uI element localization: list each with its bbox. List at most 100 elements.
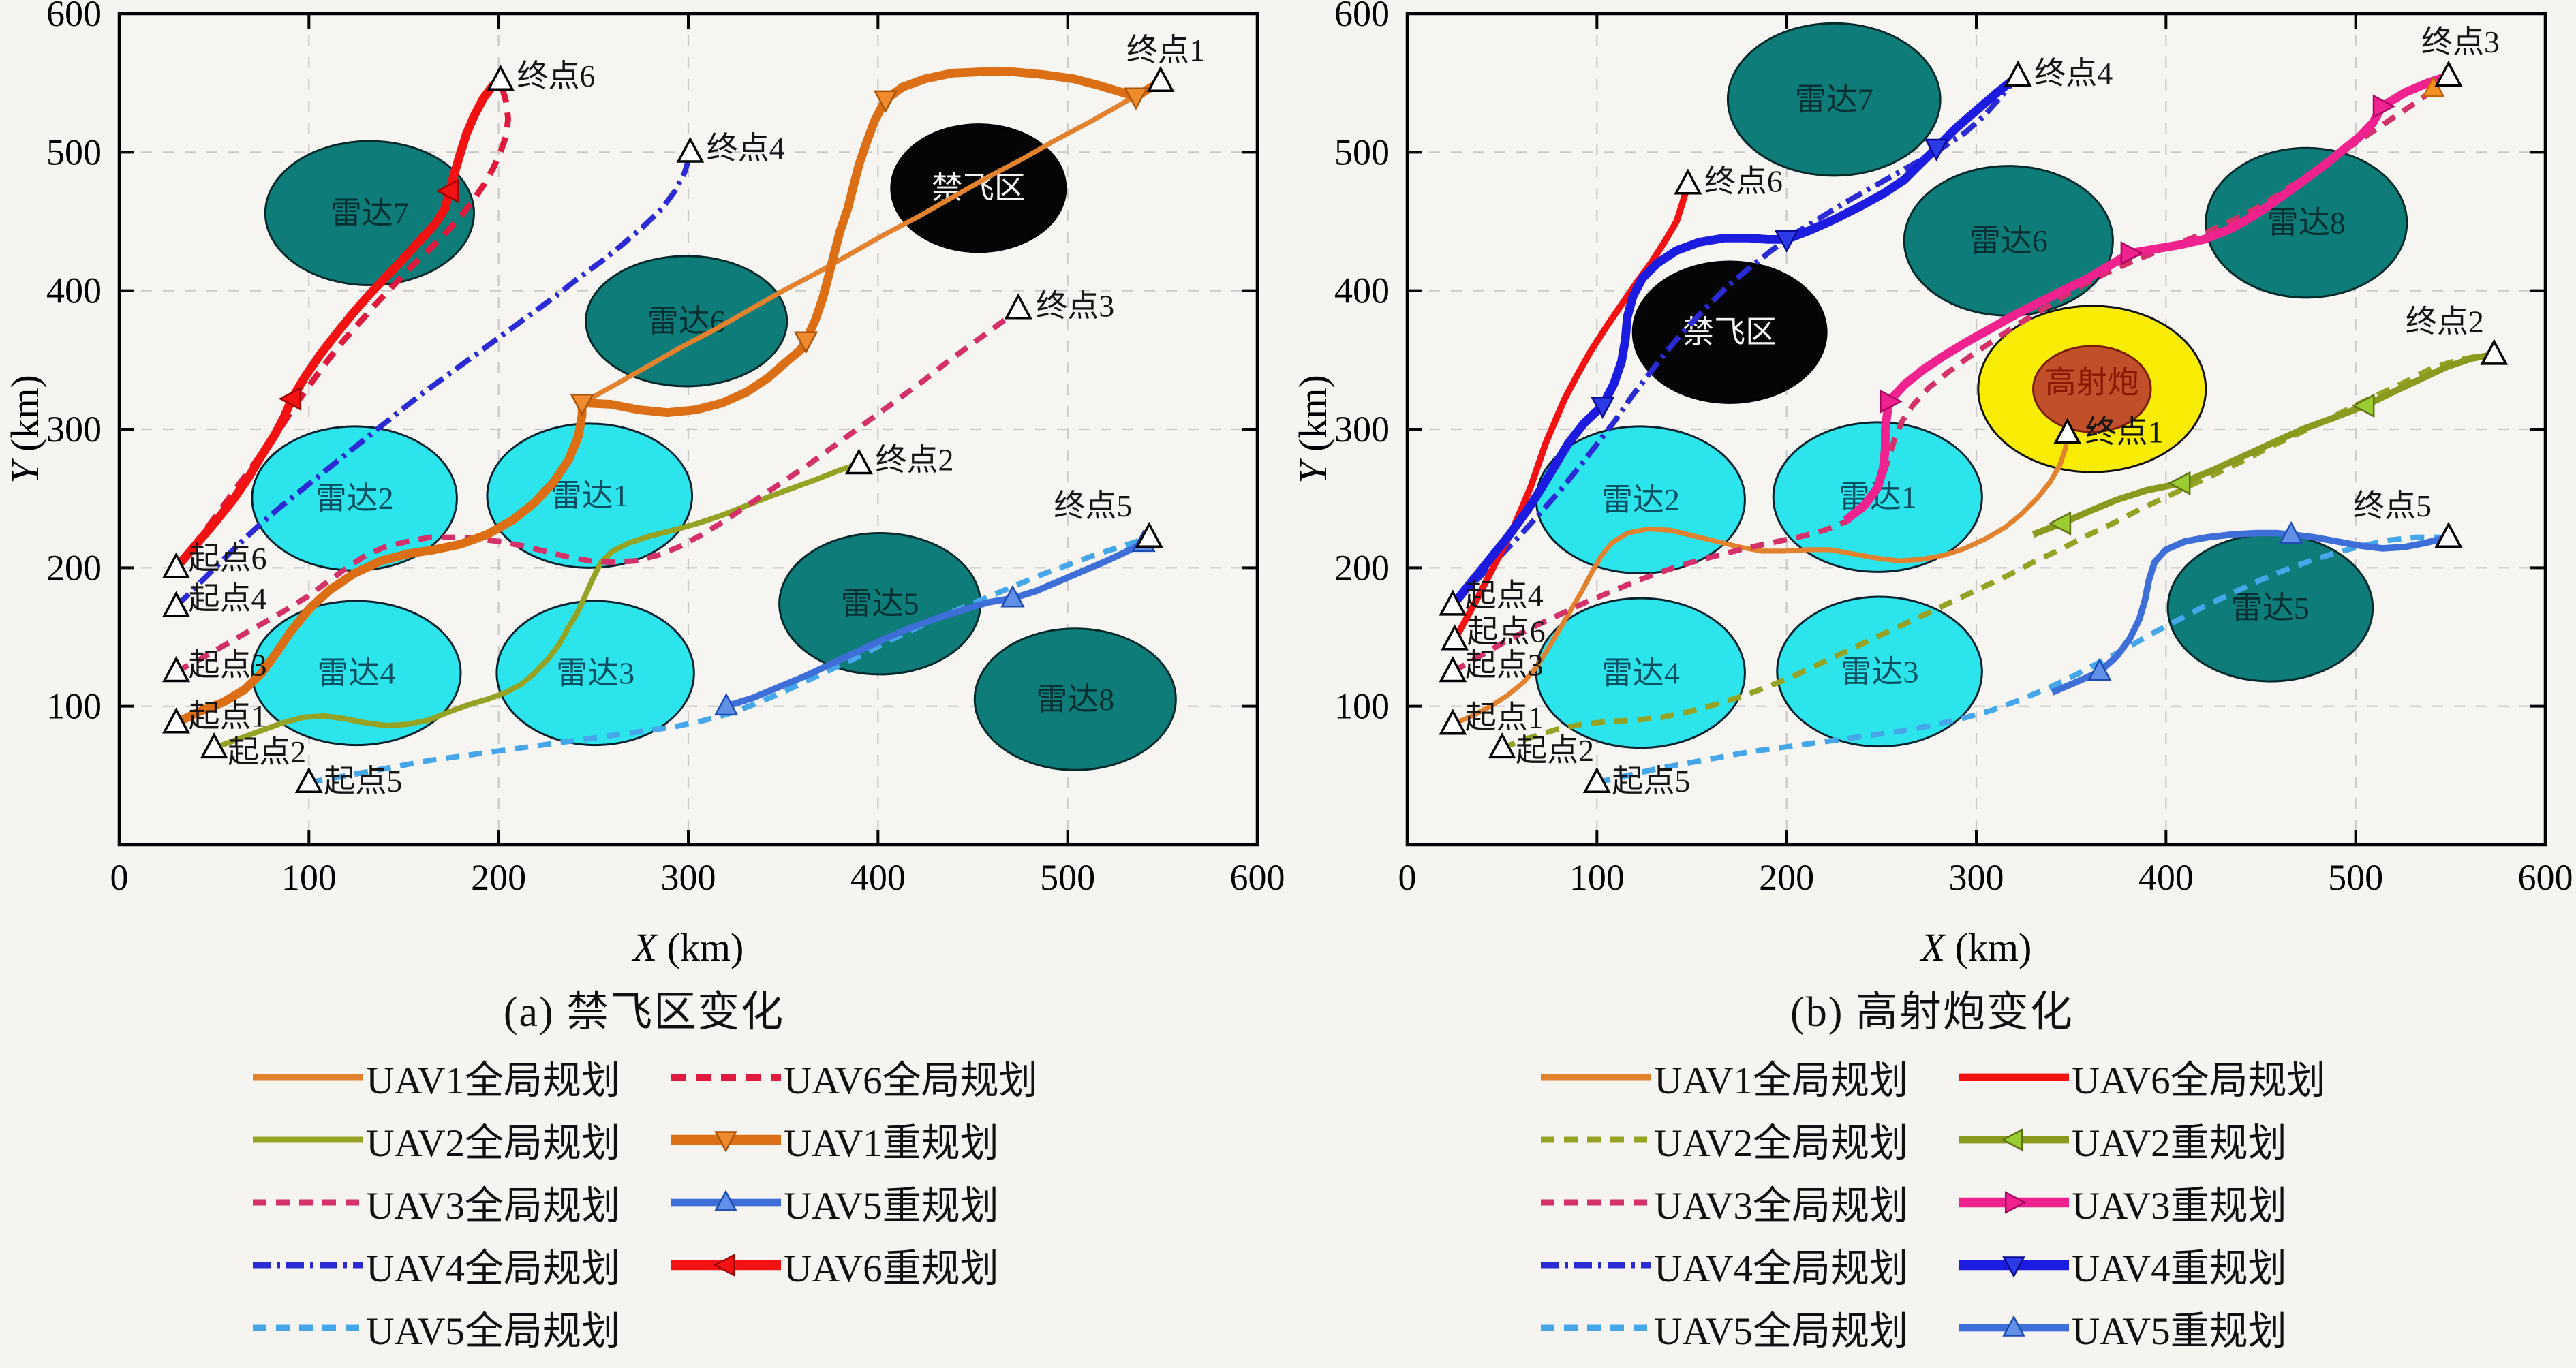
legend-swatch: [253, 1199, 364, 1206]
legend-label: UAV3全局规划: [1654, 1185, 1908, 1228]
tick-label-x: 500: [1040, 857, 1095, 898]
zone-label: 禁飞区: [1683, 315, 1777, 349]
series-UAV6重规划: [172, 76, 504, 571]
marker-UAV2重规划: [2351, 393, 2375, 418]
legend-col1: UAV1全局规划 UAV2全局规划 UAV3全局规划 UAV4全局规划 UAV5全局规划: [1538, 1049, 1908, 1356]
point-终点5: [2434, 521, 2463, 548]
marker-UAV6重规划: [435, 178, 459, 203]
legend-item-UAV1重规划: UAV1重规划: [668, 1112, 1038, 1168]
point-label-终点3: 终点3: [1036, 289, 1114, 324]
legend-swatch: [253, 1136, 364, 1143]
point-label-终点5: 终点5: [2353, 488, 2432, 523]
legend-item-UAV4全局规划: UAV4全局规划: [1538, 1237, 1908, 1293]
tick-label-x: 500: [2328, 857, 2383, 898]
tick-label-x: 400: [850, 857, 906, 898]
point-终点6: [1674, 168, 1702, 195]
legend-swatch: [253, 1262, 364, 1269]
zone-雷达7: [264, 140, 475, 287]
point-终点5: [1135, 521, 1163, 548]
tick-label-x: 0: [110, 857, 129, 898]
legend-swatch: [1959, 1073, 2069, 1081]
panel-b: 雷达7 雷达6 雷达8 雷达5 雷达2 雷达1 雷达4 雷达3 禁飞区 高射炮 起点1 起点2 起点3 起…: [1288, 0, 2576, 1368]
zone-label: 雷达5: [2231, 591, 2310, 625]
zone-雷达1: [1772, 421, 1983, 573]
point-起点6: [162, 552, 190, 578]
legend-swatch: [1959, 1128, 2069, 1151]
marker-UAV1重规划: [873, 90, 898, 113]
legend-label: UAV1全局规划: [366, 1059, 620, 1102]
legend-item-UAV2全局规划: UAV2全局规划: [250, 1112, 620, 1168]
legend-col2: UAV6全局规划 UAV1重规划 UAV5重规划 UAV6重规划: [668, 1049, 1038, 1293]
point-起点1: [1439, 709, 1467, 735]
point-label-终点2: 终点2: [876, 442, 954, 477]
series-UAV5重规划: [2051, 529, 2450, 696]
tick-label-y: 100: [46, 686, 102, 727]
point-终点3: [1004, 293, 1032, 320]
legend-label: UAV2全局规划: [366, 1122, 620, 1165]
tick-label-y: 500: [46, 131, 102, 172]
legend-marker: [2002, 1256, 2025, 1278]
legend-label: UAV1全局规划: [1654, 1059, 1908, 1102]
legend-label: UAV1重规划: [784, 1122, 999, 1165]
point-label-终点4: 终点4: [2034, 56, 2113, 91]
legend-swatch: [1541, 1136, 1652, 1143]
point-label-起点2: 起点2: [228, 734, 306, 769]
marker-UAV1重规划: [793, 331, 818, 354]
point-起点4: [162, 591, 190, 617]
legend-swatch: [671, 1131, 781, 1153]
zone-雷达6: [585, 255, 788, 388]
point-label-起点4: 起点4: [189, 581, 267, 616]
tick-label-x: 600: [2518, 857, 2573, 898]
tick-label-y: 400: [1334, 270, 1390, 311]
marker-UAV3重规划: [1880, 389, 1903, 414]
point-终点4: [676, 136, 705, 163]
point-起点2: [200, 732, 228, 759]
zone-label: 雷达6: [647, 304, 726, 339]
point-起点5: [294, 766, 323, 793]
y-axis-label: Y (km): [1291, 375, 1335, 484]
tick-label-x: 0: [1398, 857, 1417, 898]
marker-UAV4重规划: [1924, 138, 1949, 161]
point-label-起点1: 起点1: [1465, 700, 1544, 735]
series-UAV4全局规划: [1450, 74, 2021, 607]
point-起点3: [1439, 656, 1467, 683]
series-UAV6全局规划: [1452, 183, 1691, 642]
legend-label: UAV3重规划: [2072, 1185, 2287, 1228]
tick-label-y: 400: [46, 270, 102, 311]
legend-label: UAV3全局规划: [366, 1185, 620, 1228]
legend-item-UAV1全局规划: UAV1全局规划: [1538, 1049, 1908, 1105]
tick-label-y: 300: [46, 409, 102, 450]
legend-label: UAV5重规划: [2072, 1310, 2287, 1353]
tick-label-x: 200: [1759, 857, 1814, 898]
point-label-终点1: 终点1: [2085, 415, 2164, 450]
point-终点1: [1146, 65, 1175, 93]
zone-雷达4: [251, 600, 462, 747]
legend-label: UAV2重规划: [2072, 1122, 2287, 1165]
legend-item-UAV4全局规划: UAV4全局规划: [250, 1237, 620, 1293]
caption-a: (a) 禁飞区变化: [503, 989, 785, 1036]
tick-label-x: 200: [471, 857, 526, 898]
legend-item-UAV3全局规划: UAV3全局规划: [250, 1175, 620, 1230]
point-起点2: [1488, 732, 1516, 759]
zone-label: 雷达4: [317, 655, 395, 690]
panel-a: 雷达7 雷达6 雷达5 雷达8 雷达2 雷达1 雷达4 雷达3 禁飞区 起点1 起点2 起点3 起点4 起…: [3, 0, 1285, 1353]
point-起点1: [162, 707, 190, 734]
marker-UAV6重规划: [278, 386, 302, 411]
marker-UAV3重规划: [2372, 94, 2396, 119]
series-UAV5全局规划: [308, 534, 1150, 786]
legend-label: UAV4重规划: [2072, 1247, 2287, 1290]
legend-marker: [714, 1131, 737, 1153]
legend-label: UAV4全局规划: [366, 1247, 620, 1290]
point-label-起点6: 起点6: [1467, 615, 1546, 649]
point-起点5: [1582, 766, 1611, 793]
series-UAV5全局规划: [1596, 534, 2449, 786]
tick-label-y: 600: [1334, 0, 1390, 34]
point-label-起点6: 起点6: [189, 541, 267, 576]
legend-swatch: [1959, 1315, 2069, 1337]
series-UAV2重规划: [2031, 351, 2495, 538]
zone-雷达8: [973, 627, 1177, 771]
legend-label: UAV6重规划: [784, 1247, 999, 1290]
legend-swatch: [1541, 1074, 1652, 1081]
marker-UAV2重规划: [2048, 511, 2072, 535]
